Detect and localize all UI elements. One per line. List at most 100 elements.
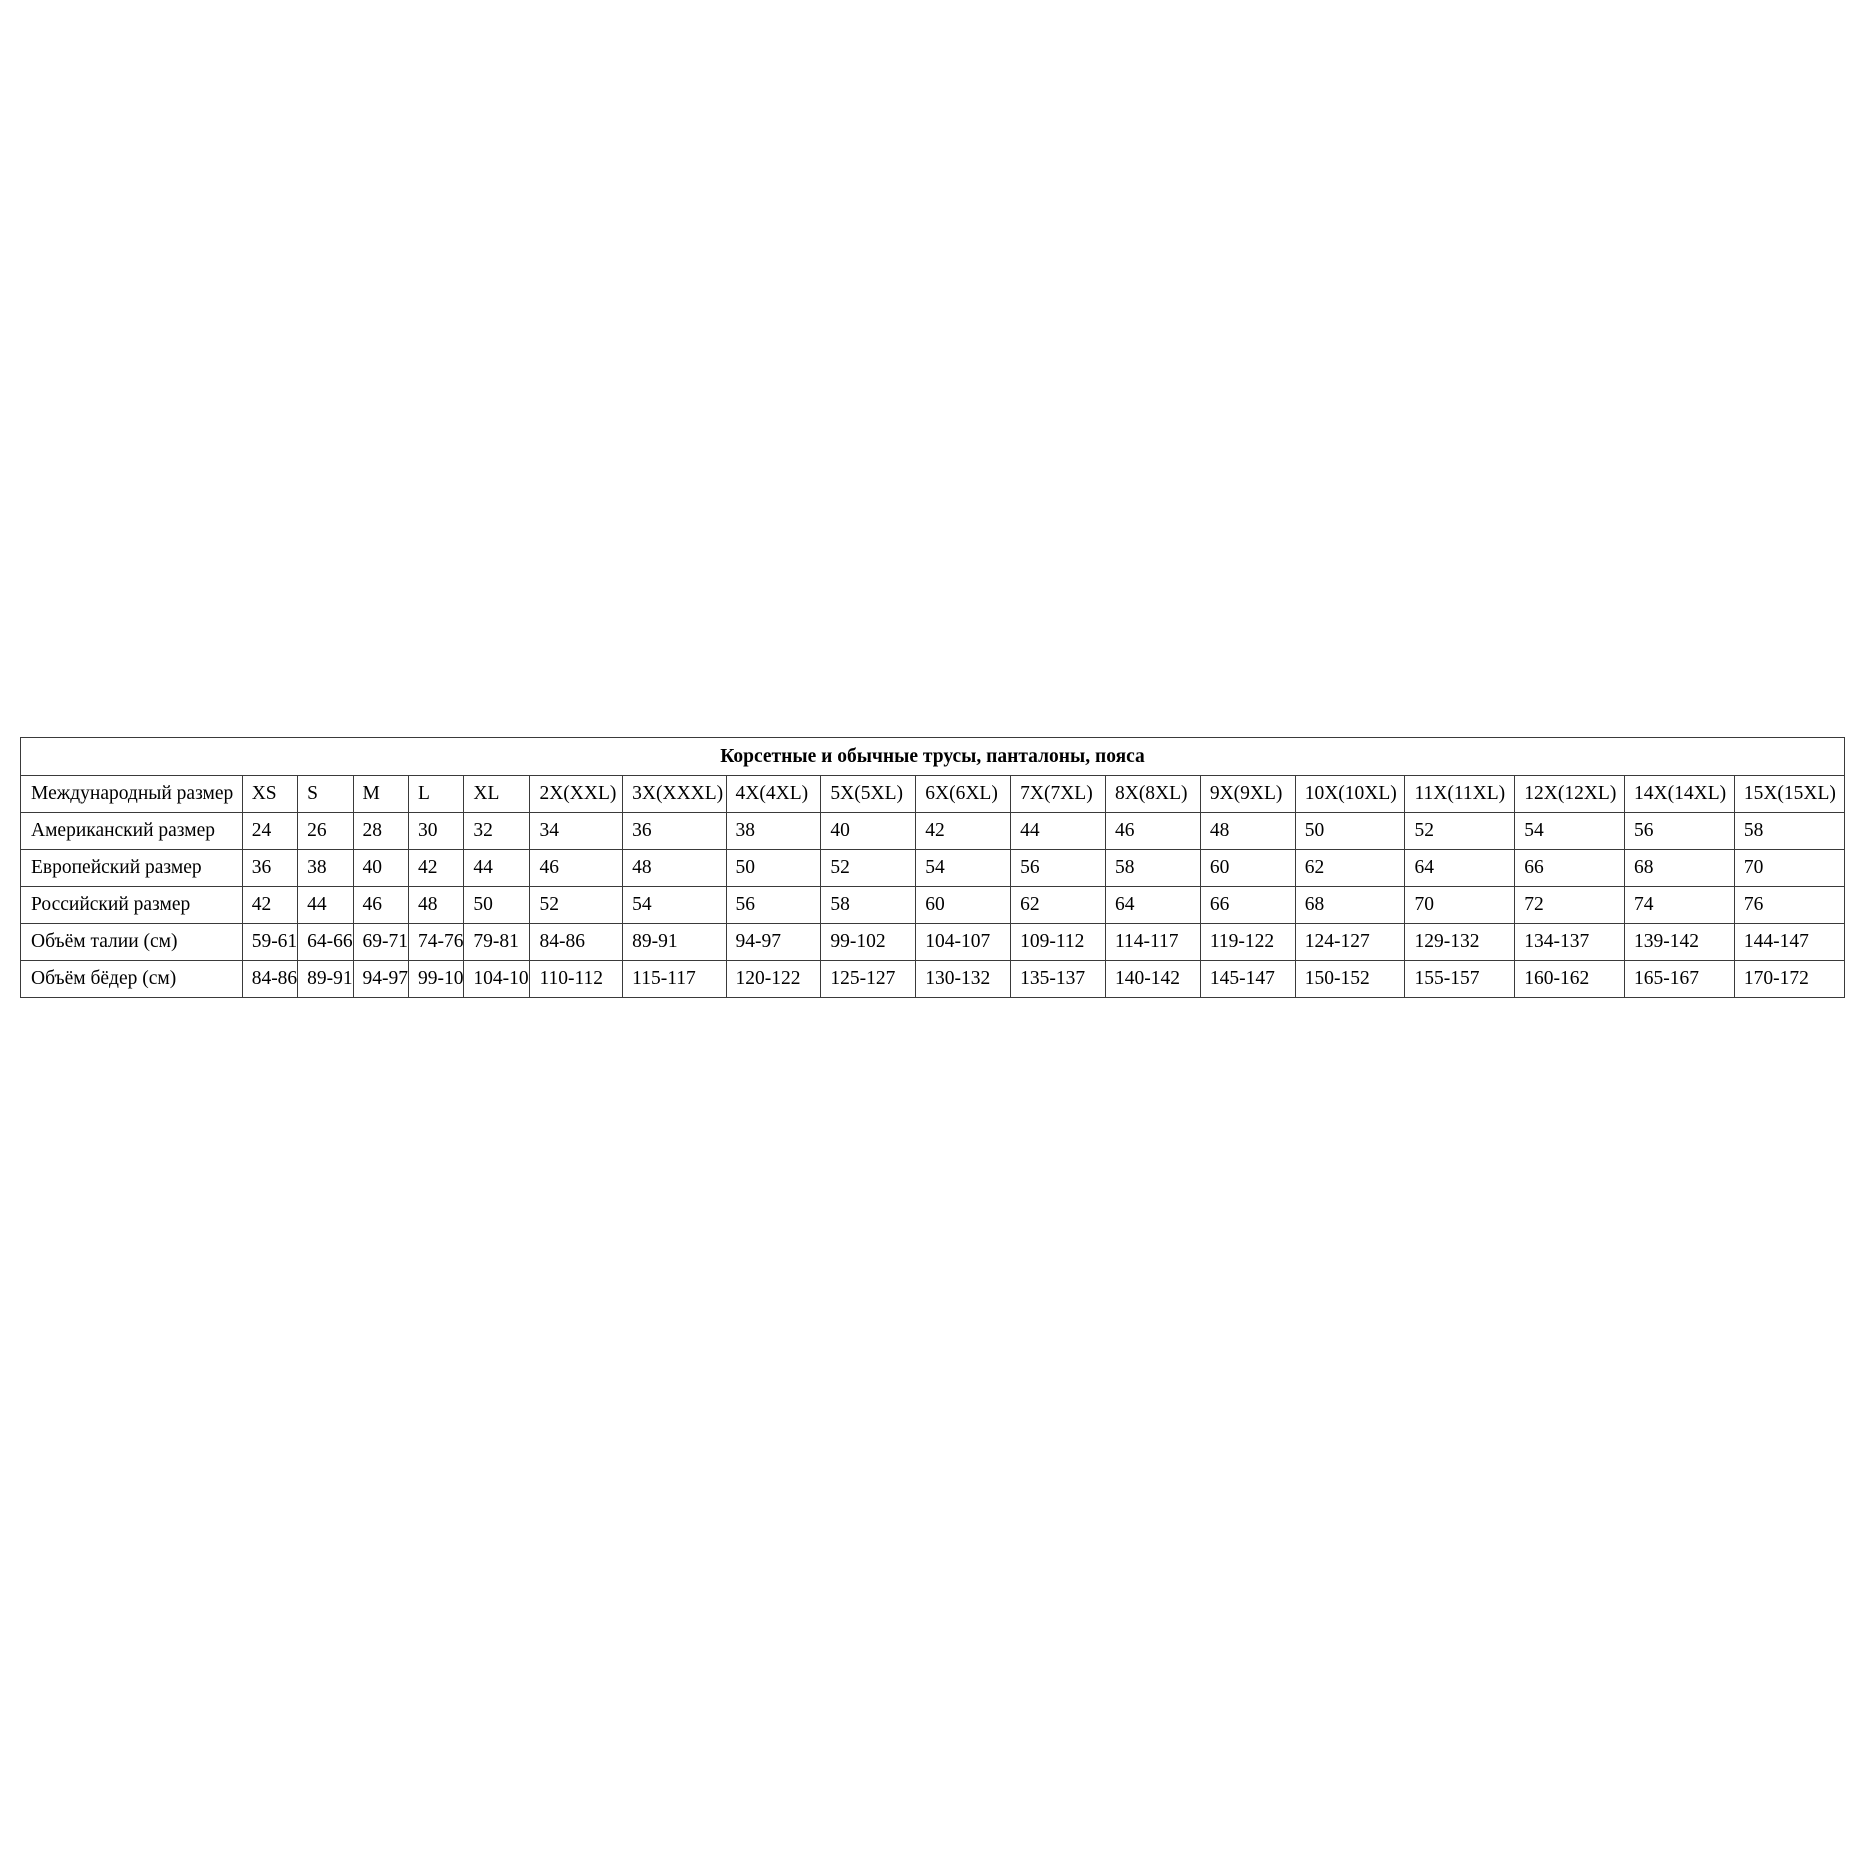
cell-waist-3: 74-76 [407, 923, 465, 961]
cell-european-1: 38 [297, 849, 354, 887]
cell-waist-11: 114-117 [1104, 923, 1201, 961]
cell-waist-10: 109-112 [1010, 923, 1106, 961]
cell-russian-1: 44 [297, 886, 354, 924]
cell-international-16: 14X(14XL) [1624, 775, 1735, 813]
cell-russian-0: 42 [241, 886, 299, 924]
cell-hips-5: 110-112 [529, 960, 624, 998]
table-row-hips: Объём бёдер (см) 84-86 89-91 94-97 99-10… [20, 960, 1846, 998]
cell-european-12: 60 [1199, 849, 1296, 887]
cell-american-16: 56 [1624, 812, 1735, 850]
row-label-international: Международный размер [20, 775, 243, 813]
table-row-international: Международный размер XS S M L XL 2X(XXL)… [20, 775, 1846, 813]
cell-russian-9: 60 [915, 886, 1012, 924]
cell-russian-3: 48 [407, 886, 465, 924]
cell-russian-7: 56 [725, 886, 822, 924]
cell-international-13: 10X(10XL) [1294, 775, 1406, 813]
cell-international-5: 2X(XXL) [529, 775, 624, 813]
cell-waist-5: 84-86 [529, 923, 624, 961]
cell-hips-4: 104-107 [463, 960, 531, 998]
table-row-american: Американский размер 24 26 28 30 32 34 36… [20, 812, 1846, 850]
cell-american-7: 38 [725, 812, 822, 850]
cell-waist-6: 89-91 [622, 923, 727, 961]
row-label-american: Американский размер [20, 812, 243, 850]
cell-waist-14: 129-132 [1404, 923, 1516, 961]
cell-international-9: 6X(6XL) [915, 775, 1012, 813]
cell-waist-0: 59-61 [241, 923, 299, 961]
cell-waist-2: 69-71 [352, 923, 409, 961]
cell-hips-0: 84-86 [241, 960, 299, 998]
cell-american-4: 32 [463, 812, 531, 850]
cell-american-0: 24 [241, 812, 299, 850]
cell-american-12: 48 [1199, 812, 1296, 850]
cell-waist-15: 134-137 [1514, 923, 1626, 961]
cell-european-10: 56 [1010, 849, 1106, 887]
cell-european-8: 52 [820, 849, 917, 887]
cell-international-10: 7X(7XL) [1010, 775, 1106, 813]
cell-russian-2: 46 [352, 886, 409, 924]
cell-american-5: 34 [529, 812, 624, 850]
cell-waist-12: 119-122 [1199, 923, 1296, 961]
size-chart-table: Корсетные и обычные трусы, панталоны, по… [20, 737, 1846, 998]
row-label-european: Европейский размер [20, 849, 243, 887]
cell-waist-17: 144-147 [1733, 923, 1846, 961]
cell-international-17: 15X(15XL) [1733, 775, 1846, 813]
cell-hips-15: 160-162 [1514, 960, 1626, 998]
cell-hips-17: 170-172 [1733, 960, 1846, 998]
cell-russian-4: 50 [463, 886, 531, 924]
cell-american-13: 50 [1294, 812, 1406, 850]
cell-european-0: 36 [241, 849, 299, 887]
cell-hips-3: 99-102 [407, 960, 465, 998]
cell-hips-9: 130-132 [915, 960, 1012, 998]
cell-european-11: 58 [1104, 849, 1201, 887]
cell-american-6: 36 [622, 812, 727, 850]
cell-american-11: 46 [1104, 812, 1201, 850]
row-label-russian: Российский размер [20, 886, 243, 924]
cell-hips-13: 150-152 [1294, 960, 1406, 998]
cell-international-8: 5X(5XL) [820, 775, 917, 813]
cell-american-9: 42 [915, 812, 1012, 850]
cell-hips-2: 94-97 [352, 960, 409, 998]
cell-waist-16: 139-142 [1624, 923, 1735, 961]
cell-russian-14: 70 [1404, 886, 1516, 924]
table-row-waist: Объём талии (см) 59-61 64-66 69-71 74-76… [20, 923, 1846, 961]
cell-hips-6: 115-117 [622, 960, 727, 998]
cell-hips-10: 135-137 [1010, 960, 1106, 998]
cell-european-9: 54 [915, 849, 1012, 887]
cell-international-4: XL [463, 775, 531, 813]
cell-international-15: 12X(12XL) [1514, 775, 1626, 813]
cell-russian-8: 58 [820, 886, 917, 924]
cell-european-13: 62 [1294, 849, 1406, 887]
cell-european-6: 48 [622, 849, 727, 887]
cell-waist-8: 99-102 [820, 923, 917, 961]
cell-waist-9: 104-107 [915, 923, 1012, 961]
cell-american-17: 58 [1733, 812, 1846, 850]
table-row-european: Европейский размер 36 38 40 42 44 46 48 … [20, 849, 1846, 887]
cell-hips-8: 125-127 [820, 960, 917, 998]
cell-russian-5: 52 [529, 886, 624, 924]
cell-international-0: XS [241, 775, 299, 813]
cell-russian-13: 68 [1294, 886, 1406, 924]
cell-american-10: 44 [1010, 812, 1106, 850]
cell-american-3: 30 [407, 812, 465, 850]
cell-european-14: 64 [1404, 849, 1516, 887]
cell-hips-14: 155-157 [1404, 960, 1516, 998]
cell-waist-4: 79-81 [463, 923, 531, 961]
cell-american-1: 26 [297, 812, 354, 850]
cell-russian-10: 62 [1010, 886, 1106, 924]
cell-international-12: 9X(9XL) [1199, 775, 1296, 813]
cell-international-6: 3X(XXXL) [622, 775, 727, 813]
cell-russian-16: 74 [1624, 886, 1735, 924]
cell-european-7: 50 [725, 849, 822, 887]
cell-hips-11: 140-142 [1104, 960, 1201, 998]
cell-international-7: 4X(4XL) [725, 775, 822, 813]
cell-hips-7: 120-122 [725, 960, 822, 998]
cell-international-1: S [297, 775, 354, 813]
cell-american-2: 28 [352, 812, 409, 850]
cell-international-3: L [407, 775, 465, 813]
cell-american-8: 40 [820, 812, 917, 850]
cell-european-3: 42 [407, 849, 465, 887]
table-row-russian: Российский размер 42 44 46 48 50 52 54 5… [20, 886, 1846, 924]
cell-hips-16: 165-167 [1624, 960, 1735, 998]
cell-russian-15: 72 [1514, 886, 1626, 924]
